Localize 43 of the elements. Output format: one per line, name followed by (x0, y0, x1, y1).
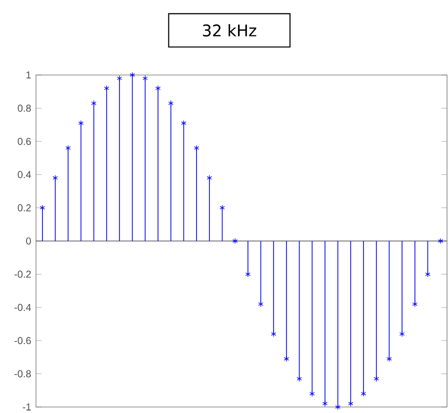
y-tick-label: 0.2 (18, 204, 31, 212)
point (245, 271, 251, 278)
point (181, 120, 186, 126)
point (168, 100, 174, 106)
point (130, 72, 135, 78)
y-tick-label: -0.8 (14, 370, 31, 378)
point (360, 390, 366, 397)
point (348, 400, 354, 407)
y-tick-label: -0.4 (14, 304, 31, 311)
point (284, 356, 290, 362)
point (104, 85, 110, 92)
point (194, 145, 200, 152)
point (386, 356, 392, 362)
point (78, 120, 84, 126)
point (335, 404, 340, 410)
point (40, 204, 46, 211)
y-tick-label: -0.2 (14, 270, 31, 278)
point (206, 174, 212, 181)
point (65, 145, 71, 152)
point (374, 376, 380, 382)
y-tick-label: -0.6 (14, 337, 31, 344)
point (270, 330, 276, 337)
chart-title: 32 kHz (202, 24, 256, 37)
y-tick-label: 0.6 (18, 138, 31, 145)
point (310, 390, 315, 397)
point (155, 85, 161, 92)
y-tick-label: -1 (22, 404, 31, 410)
point (258, 301, 264, 308)
point (116, 75, 122, 82)
y-tick-label: 0.8 (18, 104, 31, 112)
y-tick-label: 0.4 (18, 171, 31, 178)
point (142, 75, 148, 82)
point (399, 330, 405, 337)
point (425, 271, 430, 278)
point (322, 400, 328, 407)
y-tick-label: 0 (26, 237, 31, 245)
point (91, 100, 96, 106)
point (412, 301, 418, 308)
point (296, 376, 302, 382)
y-tick-label: 1 (26, 72, 31, 78)
point (52, 174, 58, 181)
point (232, 238, 238, 244)
point (220, 204, 225, 211)
